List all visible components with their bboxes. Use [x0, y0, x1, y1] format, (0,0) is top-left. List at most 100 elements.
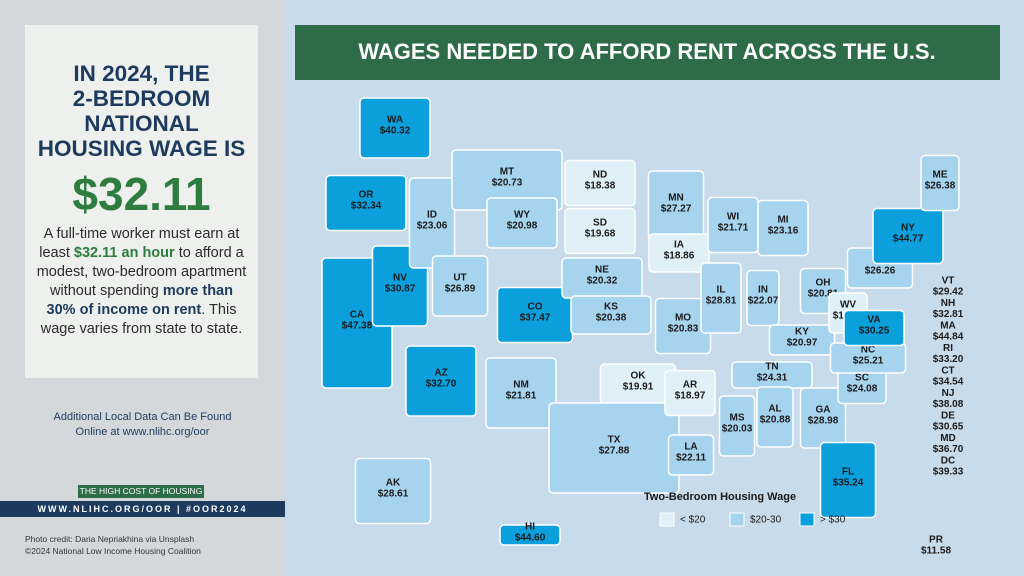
legend-swatch: [659, 512, 675, 527]
state-wage: $25.21: [853, 356, 884, 367]
state-wage: $44.60: [515, 533, 546, 544]
state-wage: $20.38: [596, 313, 627, 324]
state-wage: $40.32: [380, 126, 411, 137]
info-card: IN 2024, THE 2-BEDROOM NATIONAL HOUSING …: [25, 25, 258, 378]
info-panel: IN 2024, THE 2-BEDROOM NATIONAL HOUSING …: [0, 0, 285, 576]
state-shape: [564, 159, 636, 207]
state-abbr: DC: [941, 456, 955, 467]
state-wage: $19.68: [585, 229, 616, 240]
state-abbr: VT: [942, 276, 955, 287]
state-wage: $36.70: [933, 444, 964, 455]
state-abbr: MD: [940, 433, 956, 444]
state-abbr: MT: [500, 167, 514, 178]
state-abbr: PR: [929, 535, 944, 546]
state-wage: $38.08: [933, 399, 964, 410]
state-shape: [354, 457, 432, 525]
state-wage: $32.34: [351, 201, 382, 212]
state-abbr: MO: [675, 313, 691, 324]
state-shape: [768, 324, 836, 356]
state-abbr: NC: [861, 345, 875, 356]
state-abbr: CT: [941, 366, 954, 377]
tag: THE HIGH COST OF HOUSING: [78, 485, 204, 498]
state-abbr: NM: [513, 380, 529, 391]
heading: 2-BEDROOM: [72, 86, 211, 111]
state-wage: $18.38: [585, 181, 616, 192]
state-wage: $27.88: [599, 446, 630, 457]
state-abbr: AR: [683, 380, 698, 391]
state-abbr: NV: [393, 273, 407, 284]
state-abbr: GA: [816, 405, 831, 416]
state-abbr: MS: [730, 413, 745, 424]
state-abbr: MN: [668, 193, 684, 204]
state-abbr: CO: [528, 302, 543, 313]
text: |: [176, 504, 182, 514]
state-shape: [486, 197, 558, 249]
credits: Photo credit: Daria Nepriakhina via Unsp…: [25, 533, 201, 557]
text: more than 30% of income on rent: [46, 283, 233, 318]
state-abbr: CA: [350, 310, 364, 321]
state-wage: $32.81: [933, 309, 964, 320]
state-abbr: ID: [427, 210, 437, 221]
state-wage: $30.25: [859, 326, 890, 337]
state-abbr: NE: [595, 265, 609, 276]
text: $32.11 an hour: [73, 245, 175, 261]
state-abbr: DE: [941, 411, 955, 422]
text: WWW.NLIHC.ORG/OOR: [37, 504, 173, 514]
state-wage: $20.32: [587, 276, 618, 287]
state-wage: $26.26: [865, 266, 896, 277]
heading: IN 2024, THE: [73, 61, 210, 86]
text: Additional Local Data Can Be Found: [53, 411, 232, 423]
text: A full-time worker must earn at least: [39, 226, 240, 261]
legend-label: < $20: [680, 515, 706, 526]
state-shape: [405, 345, 477, 417]
state-shape: [700, 262, 742, 334]
state-wage: $39.33: [933, 467, 964, 478]
state-shape: [664, 369, 716, 417]
state-abbr: WI: [727, 212, 739, 223]
title-banner: [295, 25, 1000, 80]
heading: NATIONAL: [84, 111, 199, 136]
state-abbr: LA: [684, 442, 697, 453]
state-wage: $30.87: [385, 284, 416, 295]
state-abbr: NY: [901, 223, 915, 234]
text: Photo credit: Daria Nepriakhina via Unsp…: [25, 534, 195, 544]
state-wage: $23.06: [417, 221, 448, 232]
state-abbr: MI: [777, 215, 788, 226]
state-wage: $20.97: [787, 338, 818, 349]
state-wage: $23.16: [768, 226, 799, 237]
footer-bar: WWW.NLIHC.ORG/OOR | #OOR2024: [0, 501, 285, 517]
state-abbr: SC: [855, 373, 869, 384]
state-abbr: UT: [453, 273, 466, 284]
state-shape: [648, 233, 710, 273]
state-abbr: TN: [765, 362, 778, 373]
state-wage: $11.58: [921, 546, 951, 557]
state-wage: $20.81: [808, 289, 839, 300]
state-shape: [843, 309, 905, 347]
state-abbr: WY: [514, 210, 530, 221]
state-wage: $30.65: [933, 422, 964, 433]
state-wage: $19.91: [623, 382, 654, 393]
state-wage: $22.07: [748, 296, 779, 307]
state-shape: [757, 199, 809, 257]
state-abbr: SD: [593, 218, 607, 229]
heading: HOUSING WAGE IS: [37, 136, 246, 161]
state-wage: $18.86: [664, 251, 695, 262]
state-abbr: VA: [867, 315, 880, 326]
state-wage: $22.11: [676, 453, 706, 464]
state-shape: [431, 255, 489, 317]
state-abbr: IA: [674, 240, 684, 251]
state-wage: $24.08: [847, 384, 878, 395]
state-wage: $44.84: [933, 332, 964, 343]
state-wage: $47.38: [342, 321, 373, 332]
state-abbr: FL: [842, 467, 854, 478]
legend-title: Two-Bedroom Housing Wage: [644, 491, 796, 503]
state-shape: [718, 395, 756, 457]
state-shape: [756, 386, 794, 448]
state-shape: [872, 207, 944, 265]
state-shape: [359, 97, 431, 159]
map-title: WAGES NEEDED TO AFFORD RENT ACROSS THE U…: [358, 39, 935, 64]
state-abbr: MA: [940, 321, 956, 332]
state-wage: $18.97: [675, 391, 706, 402]
state-abbr: IL: [717, 285, 726, 296]
